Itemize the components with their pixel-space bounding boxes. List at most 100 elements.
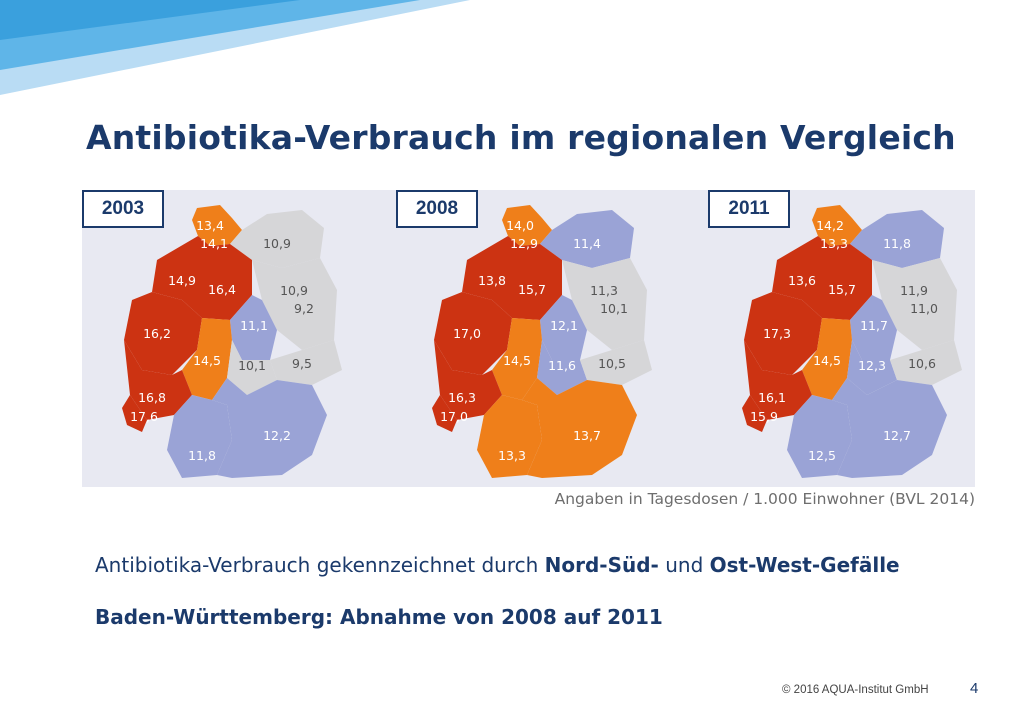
- value-berlin: 11,0: [910, 301, 938, 316]
- region-rheinland-pfalz: [434, 340, 502, 420]
- region-sachsen: [890, 340, 962, 385]
- value-hessen: 14,5: [193, 353, 221, 368]
- region-sachsen: [270, 340, 342, 385]
- region-nordrhein-westfalen: [744, 292, 822, 375]
- value-thueringen: 11,6: [548, 358, 576, 373]
- value-baden-wuerttemberg: 11,8: [188, 448, 216, 463]
- region-saarland: [432, 395, 457, 432]
- region-hessen: [492, 318, 542, 400]
- region-sachsen: [580, 340, 652, 385]
- value-niedersachsen: 13,6: [788, 273, 816, 288]
- value-baden-wuerttemberg: 12,5: [808, 448, 836, 463]
- region-mecklenburg-vorpommern: [230, 210, 324, 268]
- year-label-2008: 2008: [396, 190, 478, 228]
- region-rheinland-pfalz: [744, 340, 812, 420]
- region-sachsen-anhalt: [540, 295, 587, 360]
- year-label-2003: 2003: [82, 190, 164, 228]
- region-mecklenburg-vorpommern: [850, 210, 944, 268]
- value-saarland: 15,9: [750, 409, 778, 424]
- region-saarland: [742, 395, 767, 432]
- value-brandenburg: 11,9: [900, 283, 928, 298]
- statement-bold-nord-sued: Nord-Süd-: [544, 553, 659, 577]
- region-nordrhein-westfalen: [124, 292, 202, 375]
- value-hessen: 14,5: [503, 353, 531, 368]
- region-niedersachsen: [772, 236, 872, 320]
- value-hessen: 14,5: [813, 353, 841, 368]
- germany-map-2003: 13,4 14,1 10,9 14,9 16,4 10,9 9,2 11,1 1…: [122, 205, 342, 478]
- value-mecklenburg-vorpommern: 11,8: [883, 236, 911, 251]
- value-mecklenburg-vorpommern: 11,4: [573, 236, 601, 251]
- region-mecklenburg-vorpommern: [540, 210, 634, 268]
- value-bayern: 12,7: [883, 428, 911, 443]
- value-schleswig-holstein: 14,2: [816, 218, 844, 233]
- maps-panel: 13,4 14,1 10,9 14,9 16,4 10,9 9,2 11,1 1…: [82, 190, 975, 487]
- value-hamburg: 12,9: [510, 236, 538, 251]
- value-sachsen-anhalt: 11,7: [860, 318, 888, 333]
- region-schleswig-holstein: [192, 205, 242, 246]
- value-schleswig-holstein: 13,4: [196, 218, 224, 233]
- region-baden-wuerttemberg: [167, 395, 232, 478]
- value-bremen: 15,7: [518, 282, 546, 297]
- value-schleswig-holstein: 14,0: [506, 218, 534, 233]
- germany-maps-svg: 13,4 14,1 10,9 14,9 16,4 10,9 9,2 11,1 1…: [122, 205, 962, 478]
- value-sachsen-anhalt: 11,1: [240, 318, 268, 333]
- region-brandenburg: [252, 258, 337, 350]
- region-hessen: [182, 318, 232, 400]
- value-sachsen-anhalt: 12,1: [550, 318, 578, 333]
- value-nordrhein-westfalen: 17,0: [453, 326, 481, 341]
- value-bremen: 16,4: [208, 282, 236, 297]
- region-bayern: [212, 378, 327, 478]
- value-bayern: 12,2: [263, 428, 291, 443]
- region-nordrhein-westfalen: [434, 292, 512, 375]
- region-rheinland-pfalz: [124, 340, 192, 420]
- statement-bold-ost-west: Ost-West-Gefälle: [709, 553, 900, 577]
- region-sachsen-anhalt: [230, 295, 277, 360]
- region-brandenburg: [872, 258, 957, 350]
- region-schleswig-holstein: [502, 205, 552, 246]
- value-thueringen: 10,1: [238, 358, 266, 373]
- value-baden-wuerttemberg: 13,3: [498, 448, 526, 463]
- region-bayern: [832, 378, 947, 478]
- value-bremen: 15,7: [828, 282, 856, 297]
- value-hamburg: 13,3: [820, 236, 848, 251]
- source-note: Angaben in Tagesdosen / 1.000 Einwohner …: [554, 490, 975, 508]
- value-sachsen: 10,6: [908, 356, 936, 371]
- slide-title: Antibiotika-Verbrauch im regionalen Verg…: [86, 118, 956, 157]
- region-baden-wuerttemberg: [477, 395, 542, 478]
- region-bayern: [522, 378, 637, 478]
- statement-text-2: und: [658, 553, 710, 577]
- page-number: 4: [970, 680, 979, 697]
- region-thueringen: [537, 340, 587, 395]
- value-thueringen: 12,3: [858, 358, 886, 373]
- value-sachsen: 9,5: [292, 356, 312, 371]
- germany-map-2011: 14,2 13,3 11,8 13,6 15,7 11,9 11,0 11,7 …: [742, 205, 962, 478]
- value-brandenburg: 10,9: [280, 283, 308, 298]
- value-nordrhein-westfalen: 17,3: [763, 326, 791, 341]
- value-rheinland-pfalz: 16,8: [138, 390, 166, 405]
- region-brandenburg: [562, 258, 647, 350]
- region-niedersachsen: [152, 236, 252, 320]
- value-sachsen: 10,5: [598, 356, 626, 371]
- value-niedersachsen: 13,8: [478, 273, 506, 288]
- value-saarland: 17,0: [440, 409, 468, 424]
- value-rheinland-pfalz: 16,3: [448, 390, 476, 405]
- year-label-2011: 2011: [708, 190, 790, 228]
- statement-gradient: Antibiotika-Verbrauch gekennzeichnet dur…: [95, 553, 900, 577]
- statement-text-1: Antibiotika-Verbrauch gekennzeichnet dur…: [95, 553, 545, 577]
- region-sachsen-anhalt: [850, 295, 897, 360]
- value-berlin: 9,2: [294, 301, 314, 316]
- value-nordrhein-westfalen: 16,2: [143, 326, 171, 341]
- statement-baden-wuerttemberg: Baden-Württemberg: Abnahme von 2008 auf …: [95, 605, 663, 629]
- value-saarland: 17,6: [130, 409, 158, 424]
- region-baden-wuerttemberg: [787, 395, 852, 478]
- value-brandenburg: 11,3: [590, 283, 618, 298]
- region-hessen: [802, 318, 852, 400]
- region-saarland: [122, 395, 147, 432]
- region-niedersachsen: [462, 236, 562, 320]
- value-mecklenburg-vorpommern: 10,9: [263, 236, 291, 251]
- value-bayern: 13,7: [573, 428, 601, 443]
- region-schleswig-holstein: [812, 205, 862, 246]
- footer-copyright: © 2016 AQUA-Institut GmbH: [782, 684, 929, 696]
- germany-map-2008: 14,0 12,9 11,4 13,8 15,7 11,3 10,1 12,1 …: [432, 205, 652, 478]
- value-hamburg: 14,1: [200, 236, 228, 251]
